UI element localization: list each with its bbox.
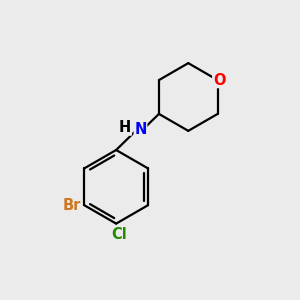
- Text: Cl: Cl: [111, 227, 127, 242]
- Text: Br: Br: [63, 198, 81, 213]
- Text: N: N: [134, 122, 147, 136]
- Text: O: O: [213, 73, 225, 88]
- Text: H: H: [119, 120, 131, 135]
